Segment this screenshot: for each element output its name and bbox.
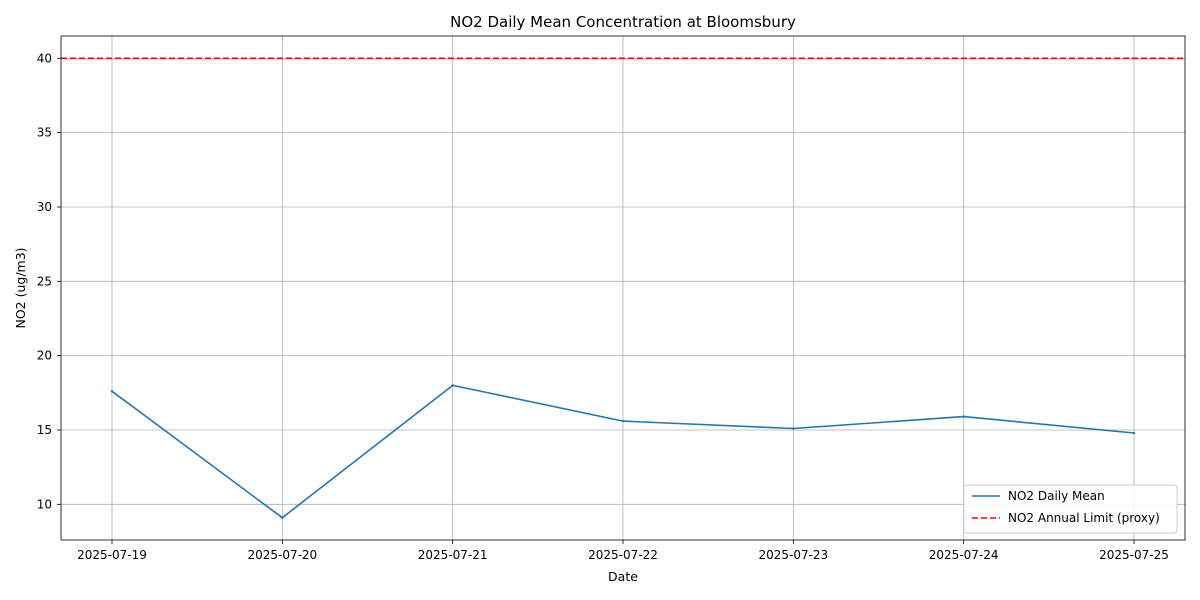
data-point (962, 415, 965, 418)
series (110, 384, 1136, 519)
y-tick-label: 10 (37, 497, 52, 511)
y-tick-label: 35 (37, 126, 52, 140)
y-tick-label: 20 (37, 349, 52, 363)
y-tick-label: 30 (37, 200, 52, 214)
x-tick-label: 2025-07-20 (247, 548, 317, 562)
x-axis-label: Date (608, 569, 638, 584)
legend: NO2 Daily Mean NO2 Annual Limit (proxy) (963, 484, 1178, 534)
data-point (451, 384, 454, 387)
data-point (281, 516, 284, 519)
data-point (1132, 431, 1136, 435)
legend-label-daily-mean: NO2 Daily Mean (1008, 489, 1105, 503)
x-axis-ticks: 2025-07-19 2025-07-20 2025-07-21 2025-07-22… (77, 540, 1169, 562)
x-tick-label: 2025-07-19 (77, 548, 147, 562)
x-tick-label: 2025-07-23 (758, 548, 828, 562)
data-point (792, 427, 795, 430)
legend-label-annual-limit: NO2 Annual Limit (proxy) (1008, 511, 1160, 525)
data-point (110, 390, 114, 393)
chart-title: NO2 Daily Mean Concentration at Bloomsbu… (450, 13, 796, 31)
legend-box (963, 484, 1178, 534)
y-axis-ticks: 10 15 20 25 30 35 40 (37, 51, 61, 511)
y-axis-label: NO2 (ug/m3) (13, 247, 28, 328)
data-point (621, 419, 625, 423)
x-tick-label: 2025-07-24 (929, 548, 999, 562)
x-tick-label: 2025-07-21 (418, 548, 488, 562)
y-tick-label: 15 (37, 423, 52, 437)
y-tick-label: 25 (37, 274, 52, 288)
x-tick-label: 2025-07-22 (588, 548, 658, 562)
grid (61, 36, 1185, 540)
y-tick-label: 40 (37, 51, 52, 65)
x-tick-label: 2025-07-25 (1099, 548, 1169, 562)
